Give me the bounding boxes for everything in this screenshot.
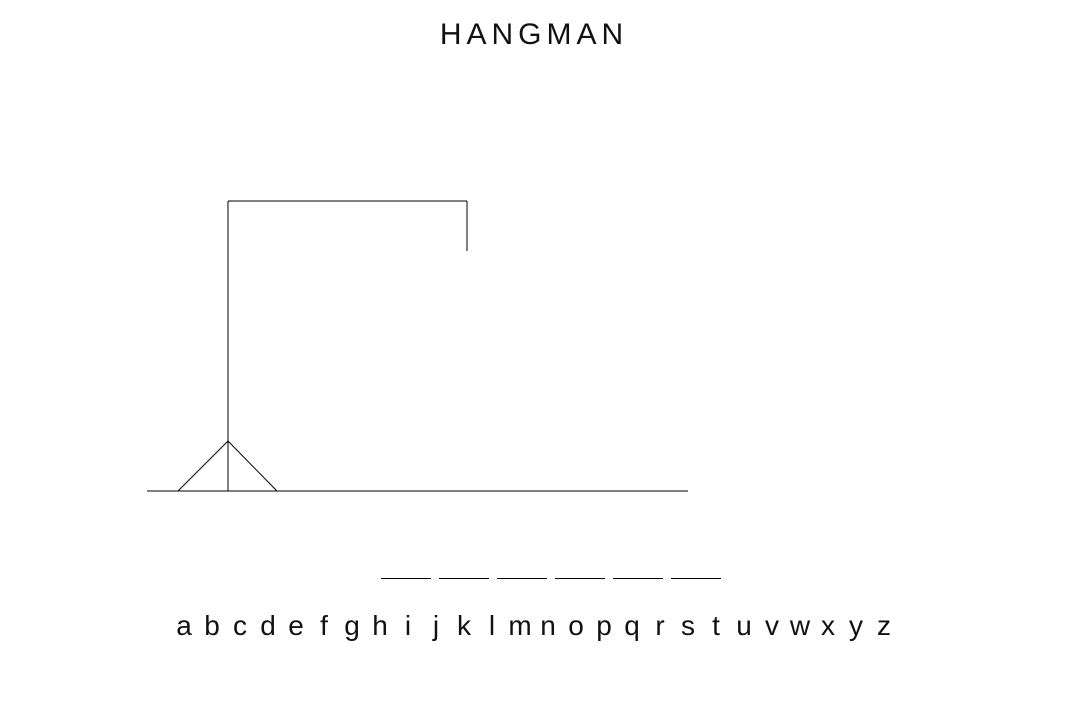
gallows-brace-right — [227, 440, 278, 492]
word-letter-slot — [671, 578, 721, 579]
letter-key-u[interactable]: u — [736, 610, 752, 641]
letter-key-m[interactable]: m — [508, 610, 532, 641]
letter-key-y[interactable]: y — [849, 610, 863, 641]
letter-key-i[interactable]: i — [404, 610, 412, 641]
letter-key-z[interactable]: z — [877, 610, 891, 641]
letter-key-a[interactable]: a — [176, 610, 192, 641]
game-title: HANGMAN — [439, 18, 629, 51]
letter-key-n[interactable]: n — [540, 610, 556, 641]
letter-key-h[interactable]: h — [372, 610, 388, 641]
letter-key-x[interactable]: x — [821, 610, 835, 641]
letter-key-q[interactable]: q — [624, 610, 640, 641]
letter-key-j[interactable]: j — [432, 610, 440, 641]
word-blanks — [381, 578, 721, 579]
letter-key-l[interactable]: l — [488, 610, 496, 641]
letter-key-d[interactable]: d — [260, 610, 276, 641]
letter-key-g[interactable]: g — [344, 610, 360, 641]
letter-key-v[interactable]: v — [765, 610, 779, 641]
word-letter-slot — [613, 578, 663, 579]
letter-key-k[interactable]: k — [457, 610, 471, 641]
letter-key-f[interactable]: f — [320, 610, 328, 641]
letter-key-e[interactable]: e — [288, 610, 304, 641]
word-letter-slot — [381, 578, 431, 579]
letter-key-s[interactable]: s — [681, 610, 695, 641]
letter-key-p[interactable]: p — [596, 610, 612, 641]
word-letter-slot — [439, 578, 489, 579]
word-letter-slot — [497, 578, 547, 579]
letter-key-c[interactable]: c — [233, 610, 247, 641]
gallows-brace-left — [177, 440, 229, 492]
letter-key-b[interactable]: b — [204, 610, 220, 641]
letter-key-w[interactable]: w — [789, 610, 811, 641]
letter-key-t[interactable]: t — [712, 610, 720, 641]
word-letter-slot — [555, 578, 605, 579]
letter-key-o[interactable]: o — [568, 610, 584, 641]
letter-key-r[interactable]: r — [655, 610, 665, 641]
